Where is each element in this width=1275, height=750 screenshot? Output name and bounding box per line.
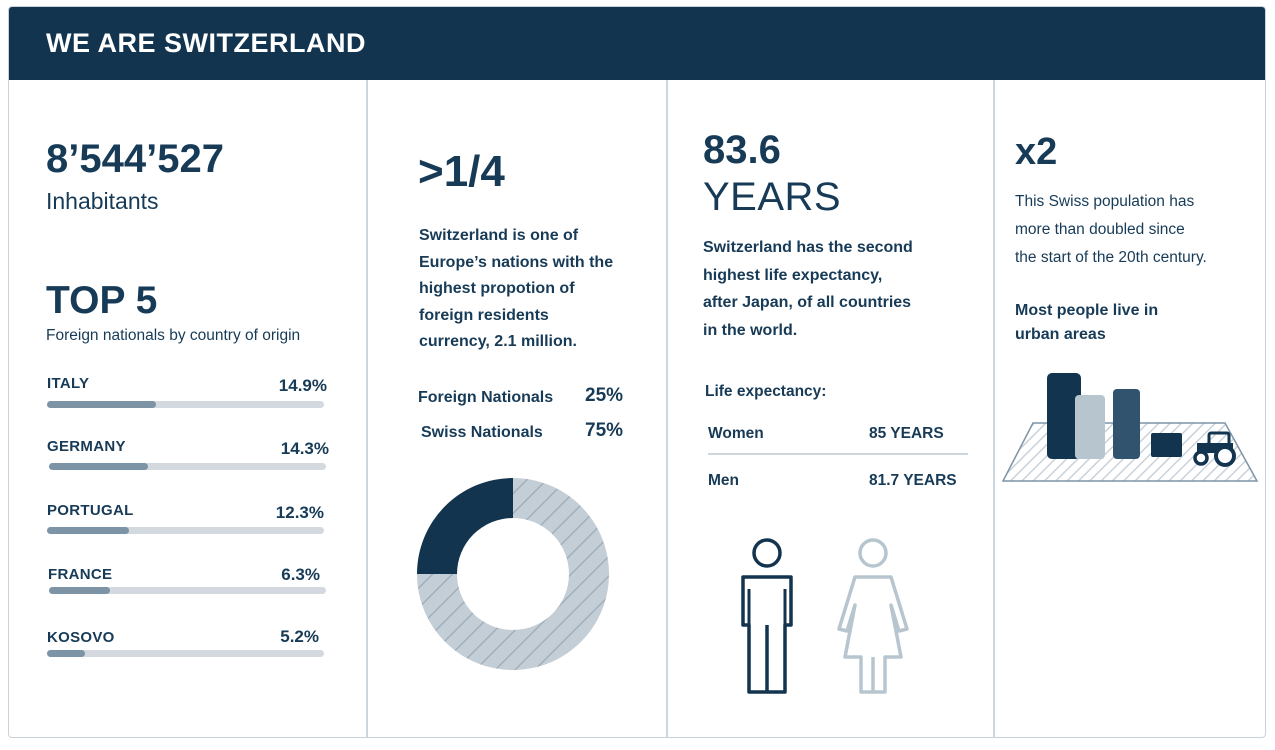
urban-description: Most people live in urban areas [1015,299,1158,347]
women-value: 85 YEARS [869,425,944,442]
bar-track [49,463,326,470]
text-line: currency, 2.1 million. [419,333,577,350]
text-line: urban areas [1015,326,1106,343]
foreign-nationals-label: Foreign Nationals [418,389,554,406]
text-line: foreign residents [419,306,549,324]
swiss-nationals-value: 75% [585,420,624,441]
column-divider [666,80,668,737]
men-label: Men [708,472,739,489]
woman-icon [837,538,909,694]
donut-slice-foreign [417,478,513,574]
text-line: This Swiss population has [1015,193,1195,210]
life-table-title: Life expectancy: [705,383,827,400]
city-buildings-icon [1001,373,1259,482]
life-description: Switzerland has the second highest life … [703,234,913,344]
man-icon [741,538,793,694]
country-name: GERMANY [47,438,126,455]
population-value: 8’544’527 [46,137,224,181]
men-value: 81.7 YEARS [869,472,957,489]
text-line: after Japan, of all countries [703,294,912,311]
page-title: WE ARE SWITZERLAND [46,28,366,58]
text-line: in the world. [703,321,798,339]
foreign-headline: >1/4 [418,147,505,196]
text-line: highest life expectancy, [703,266,883,284]
table-divider [708,453,968,455]
bar-track [47,527,324,534]
top5-title: TOP 5 [46,279,158,322]
bar-fill [49,463,148,470]
foreign-nationals-value: 25% [585,385,624,406]
population-label: Inhabitants [46,188,159,214]
text-line: Most people live in [1015,302,1159,319]
country-name: KOSOVO [47,629,115,646]
bar-track [47,650,324,657]
country-percent: 14.3% [280,439,329,458]
text-line: Switzerland is one of [419,227,579,244]
growth-description: This Swiss population has more than doub… [1015,188,1207,272]
country-name: PORTUGAL [47,502,134,519]
swiss-nationals-label: Swiss Nationals [421,424,543,441]
header-banner: WE ARE SWITZERLAND [9,7,1265,80]
text-line: more than doubled since [1015,221,1185,238]
bar-fill [47,527,129,534]
column-divider [993,80,995,737]
growth-value: x2 [1015,131,1058,173]
text-line: Switzerland has the second [703,239,913,256]
country-name: FRANCE [48,566,113,583]
text-line: highest propotion of [419,280,575,297]
country-percent: 14.9% [278,376,327,395]
life-expectancy-unit: YEARS [703,175,842,219]
top5-subtitle: Foreign nationals by country of origin [46,327,301,344]
nationality-donut-chart [417,478,609,670]
text-line: the start of the 20th century. [1015,249,1207,266]
country-name: ITALY [47,375,90,392]
foreign-description: Switzerland is one of Europe’s nations w… [419,223,613,356]
women-label: Women [708,425,764,442]
bar-fill [47,650,85,657]
country-percent: 6.3% [281,565,320,584]
tractor-icon [1193,431,1236,467]
country-percent: 5.2% [280,627,319,646]
bar-track [49,587,326,594]
bar-fill [47,401,156,408]
text-line: Europe’s nations with the [419,253,614,271]
donut-slice-swiss [417,478,609,670]
column-divider [366,80,368,737]
country-percent: 12.3% [275,503,324,522]
infographic: WE ARE SWITZERLAND 8’544’527 Inhabitants… [8,6,1266,738]
bar-fill [49,587,110,594]
bar-track [47,401,324,408]
life-expectancy-value: 83.6 [703,128,781,172]
